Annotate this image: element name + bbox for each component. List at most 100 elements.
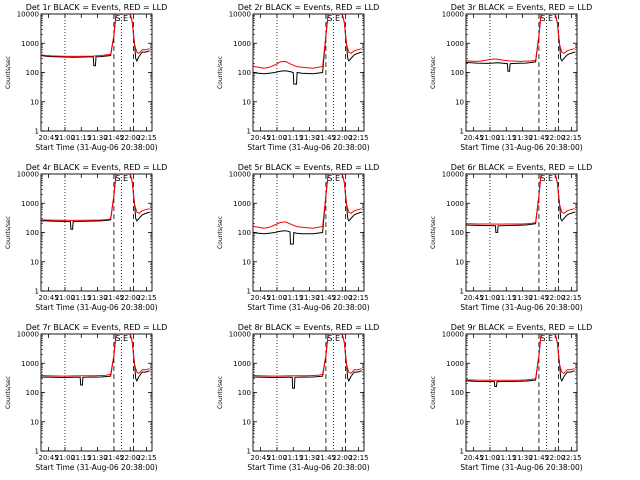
x-tick-label: 21:45 [104, 294, 124, 302]
x-tick-label: 22:15 [348, 454, 368, 462]
series-events [41, 334, 150, 386]
x-tick-label: 22:00 [545, 134, 565, 142]
y-axis-label: Counts/sec [5, 376, 12, 409]
y-tick-label: 1 [247, 448, 251, 456]
time-marker-label: S [540, 174, 545, 183]
x-tick-label: 21:00 [55, 454, 75, 462]
x-tick-label: 20:45 [464, 134, 484, 142]
y-tick-label: 1000 [233, 360, 251, 368]
time-marker-label: E [335, 334, 340, 343]
x-tick-label: 21:45 [104, 134, 124, 142]
x-tick-label: 22:00 [332, 454, 352, 462]
x-tick-label: 22:00 [120, 454, 140, 462]
panel-det-3: Det 3r BLACK = Events, RED = LLD Counts/s… [430, 3, 592, 152]
y-axis-label: Counts/sec [5, 216, 12, 249]
time-marker-label: E [123, 334, 128, 343]
x-tick-label: 21:00 [267, 134, 287, 142]
y-tick-label: 100 [238, 229, 251, 237]
y-axis-label: Counts/sec [430, 216, 437, 249]
x-tick-label: 20:45 [251, 454, 271, 462]
series-lld [466, 174, 575, 225]
x-tick-label: 21:45 [316, 294, 336, 302]
y-axis-label: Counts/sec [217, 56, 224, 89]
y-tick-label: 10 [242, 418, 251, 426]
y-tick-label: 1 [35, 448, 39, 456]
panel-det-8: Det 8r BLACK = Events, RED = LLD Counts/s… [217, 323, 379, 472]
plot-frame [252, 333, 365, 452]
x-tick-label: 22:15 [561, 454, 581, 462]
y-tick-label: 1000 [21, 40, 39, 48]
time-marker-label: E [335, 14, 340, 23]
time-marker-label: S [115, 14, 120, 23]
y-tick-label: 10000 [17, 11, 39, 19]
time-marker-label: S [115, 334, 120, 343]
time-marker-label: E [548, 14, 553, 23]
panel-det-9: Det 9r BLACK = Events, RED = LLD Counts/s… [430, 323, 592, 472]
x-tick-label: 21:15 [71, 294, 91, 302]
x-tick-label: 21:15 [283, 294, 303, 302]
y-tick-label: 10 [455, 418, 464, 426]
time-marker-label: E [335, 174, 340, 183]
x-tick-label: 21:15 [71, 454, 91, 462]
panel-title: Det 7r BLACK = Events, RED = LLD [26, 323, 168, 332]
x-tick-label: 22:00 [545, 454, 565, 462]
y-tick-label: 1000 [233, 40, 251, 48]
x-tick-label: 20:45 [464, 294, 484, 302]
x-tick-label: 21:45 [104, 454, 124, 462]
series-events [466, 334, 575, 387]
series-events [41, 174, 150, 230]
x-tick-label: 21:00 [480, 294, 500, 302]
series-events [41, 14, 150, 67]
x-tick-label: 21:15 [496, 454, 516, 462]
y-tick-label: 10000 [442, 171, 464, 179]
x-tick-label: 21:15 [283, 134, 303, 142]
panel-title: Det 9r BLACK = Events, RED = LLD [451, 323, 593, 332]
x-tick-label: 21:30 [299, 294, 319, 302]
x-tick-label: 21:30 [87, 134, 107, 142]
y-tick-label: 10000 [17, 331, 39, 339]
plot-frame [465, 13, 578, 132]
time-marker-label: S [540, 14, 545, 23]
panel-det-5: Det 5r BLACK = Events, RED = LLD Counts/s… [217, 163, 379, 312]
x-tick-label: 21:45 [529, 454, 549, 462]
x-tick-label: 21:45 [529, 134, 549, 142]
panel-title: Det 2r BLACK = Events, RED = LLD [238, 3, 380, 12]
plot-frame [40, 173, 153, 292]
y-axis-label: Counts/sec [430, 376, 437, 409]
y-tick-label: 100 [26, 69, 39, 77]
x-tick-label: 21:30 [512, 134, 532, 142]
y-tick-label: 1 [35, 128, 39, 136]
panel-det-7: Det 7r BLACK = Events, RED = LLD Counts/s… [5, 323, 167, 472]
x-tick-label: 21:15 [496, 294, 516, 302]
plot-frame [40, 333, 153, 452]
x-tick-label: 22:15 [136, 134, 156, 142]
y-tick-label: 1000 [233, 200, 251, 208]
panel-title: Det 1r BLACK = Events, RED = LLD [26, 3, 168, 12]
y-axis-label: Counts/sec [217, 376, 224, 409]
x-tick-label: 22:00 [545, 294, 565, 302]
series-events [253, 334, 362, 389]
time-marker-label: S [327, 334, 332, 343]
x-tick-label: 21:30 [512, 454, 532, 462]
panel-title: Det 4r BLACK = Events, RED = LLD [26, 163, 168, 172]
panel-det-4: Det 4r BLACK = Events, RED = LLD Counts/s… [5, 163, 167, 312]
y-tick-label: 100 [26, 389, 39, 397]
time-marker-label: S [327, 174, 332, 183]
plot-frame [465, 333, 578, 452]
x-tick-label: 22:15 [561, 134, 581, 142]
time-marker-label: S [327, 14, 332, 23]
x-tick-label: 22:15 [136, 454, 156, 462]
x-axis-label: Start Time (31-Aug-06 20:38:00) [460, 303, 582, 312]
y-tick-label: 10 [30, 418, 39, 426]
x-tick-label: 21:00 [267, 454, 287, 462]
x-tick-label: 22:00 [332, 294, 352, 302]
x-tick-label: 21:30 [87, 454, 107, 462]
x-tick-label: 21:00 [55, 134, 75, 142]
series-lld [466, 14, 575, 62]
panel-title: Det 8r BLACK = Events, RED = LLD [238, 323, 380, 332]
x-tick-label: 21:30 [299, 134, 319, 142]
time-marker-label: E [123, 174, 128, 183]
plot-frame [252, 13, 365, 132]
y-tick-label: 10000 [442, 11, 464, 19]
y-tick-label: 100 [238, 69, 251, 77]
